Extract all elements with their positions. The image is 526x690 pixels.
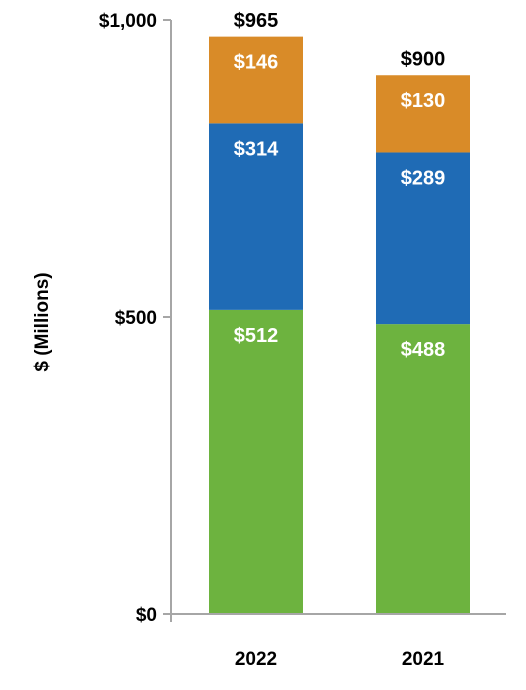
bar-segment <box>376 324 470 614</box>
bar-segment-label: $488 <box>401 339 446 361</box>
bar-segment <box>209 123 303 310</box>
bar-segment-label: $512 <box>234 325 279 347</box>
bar-total-label: $900 <box>401 48 446 70</box>
bar-segment-label: $130 <box>401 90 446 112</box>
bar-segment-label: $146 <box>234 52 279 74</box>
bar-segment <box>209 36 303 124</box>
bar-segment-label: $314 <box>234 138 279 160</box>
y-axis-title: $ (Millions) <box>32 272 53 371</box>
x-tick-label: 2022 <box>235 649 277 670</box>
plot-area: $512 $314 $146 $965 2022 $488 $289 $130 $900 2021… <box>99 10 506 670</box>
bar-segment <box>376 152 470 325</box>
bar-total-label: $965 <box>234 10 279 32</box>
y-tick-label: $1,000 <box>99 11 157 32</box>
x-tick-label: 2021 <box>402 649 445 670</box>
y-tick-label: $0 <box>136 605 157 626</box>
bar-segment <box>209 309 303 614</box>
bar-segment <box>376 75 470 153</box>
y-tick-label: $500 <box>115 308 157 329</box>
bar-segment-label: $289 <box>401 167 446 189</box>
